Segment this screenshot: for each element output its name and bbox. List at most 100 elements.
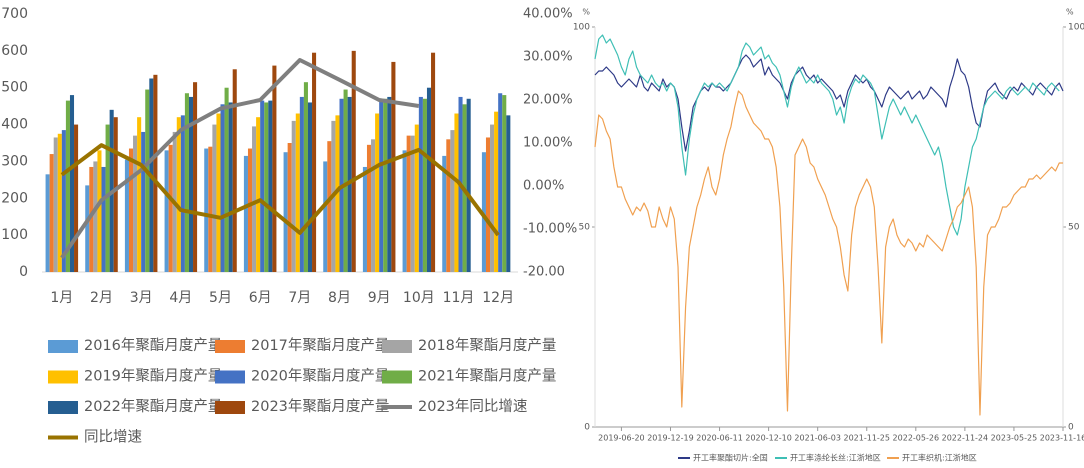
legend-label: 开工率涤纶长丝:江浙地区: [790, 453, 881, 463]
line: [60, 143, 500, 237]
bar: [387, 96, 392, 272]
bar: [180, 115, 185, 272]
legend-label: 开工率织机:江浙地区: [902, 453, 977, 463]
bar: [312, 52, 317, 273]
bar: [65, 100, 70, 272]
y-tick-label: 500: [1, 80, 28, 96]
bar: [93, 161, 98, 272]
bar: [327, 141, 332, 272]
y2-tick-label: 30.00%: [523, 50, 573, 65]
legend-label: 2018年聚酯月度产量: [418, 337, 556, 354]
y2-tick-label: 20.00%: [523, 93, 573, 108]
bar: [283, 152, 288, 272]
bar: [303, 82, 308, 272]
bar: [145, 89, 150, 272]
bar: [69, 95, 75, 272]
x-tick-label: 9月: [368, 290, 391, 306]
bar: [506, 115, 511, 272]
y-tick-label: 0: [584, 423, 590, 433]
bar: [164, 150, 169, 272]
bar: [243, 155, 248, 272]
bar: [371, 139, 376, 272]
bar: [228, 102, 233, 272]
y2-tick-label: 10.00%: [523, 136, 573, 151]
x-tick-label: 2021-06-03: [794, 434, 841, 443]
bar: [450, 130, 455, 272]
bar: [204, 148, 209, 272]
bar: [256, 117, 261, 272]
bar: [220, 104, 225, 272]
x-tick-label: 8月: [328, 290, 351, 306]
legend-swatch: [382, 340, 412, 353]
legend-swatch: [48, 401, 78, 414]
bar: [97, 150, 102, 272]
legend-label: 同比增速: [84, 429, 142, 446]
y-tick-label: 400: [1, 117, 28, 133]
x-tick-label: 2020-12-10: [745, 434, 792, 443]
bar: [57, 133, 62, 272]
y2-unit: %: [1066, 8, 1074, 17]
bar: [418, 96, 423, 272]
bar: [128, 148, 134, 272]
bar: [247, 148, 253, 272]
bar: [366, 144, 372, 272]
bar: [193, 82, 198, 272]
bar: [45, 174, 50, 272]
y-tick-label: 600: [1, 43, 28, 59]
x-tick-label: 2023-05-25: [991, 434, 1038, 443]
legend-label: 2019年聚酯月度产量: [84, 368, 222, 385]
legend-swatch: [215, 370, 245, 384]
line: [60, 58, 420, 259]
bar: [272, 65, 277, 272]
bar: [232, 69, 237, 273]
bar: [53, 137, 58, 272]
bar: [454, 113, 459, 272]
bar: [446, 139, 451, 272]
x-tick-label: 2019-12-19: [647, 434, 694, 443]
bar: [89, 166, 94, 272]
y-tick-label: 100: [1, 227, 28, 243]
legend-label: 2023年聚酯月度产量: [251, 398, 389, 415]
y2-tick-label: 0: [1068, 423, 1074, 433]
bar: [291, 120, 296, 272]
legend-swatch: [48, 340, 78, 353]
x-tick-label: 4月: [169, 290, 192, 306]
y2-tick-label: 100: [1068, 23, 1084, 33]
bar: [268, 100, 273, 272]
bar: [188, 96, 194, 272]
x-tick-label: 10月: [403, 290, 435, 306]
line: [594, 90, 1063, 416]
x-tick-label: 2022-05-26: [893, 434, 940, 443]
x-tick-label: 2019-06-20: [598, 434, 645, 443]
bar: [137, 117, 142, 272]
x-tick-label: 3月: [130, 290, 153, 306]
bar: [466, 98, 471, 273]
bar: [287, 143, 292, 272]
bar: [124, 159, 129, 272]
bar: [74, 124, 79, 272]
bar: [307, 102, 313, 272]
bar: [442, 155, 447, 272]
bar: [335, 115, 340, 272]
y2-tick-label: 40.00%: [523, 7, 573, 22]
x-tick-label: 1月: [50, 290, 73, 306]
bar: [105, 124, 110, 272]
bar: [410, 135, 415, 272]
bar: [260, 100, 265, 272]
line: [594, 54, 1064, 152]
bar: [362, 166, 367, 272]
bar: [383, 98, 388, 273]
x-tick-label: 2020-06-11: [696, 434, 743, 443]
x-tick-label: 7月: [288, 290, 311, 306]
x-tick-label: 2023-11-16: [1040, 434, 1084, 443]
bar: [379, 98, 384, 273]
x-tick-label: 2月: [90, 290, 113, 306]
bar: [323, 161, 328, 272]
bar: [113, 117, 118, 272]
y-tick-label: 50: [579, 223, 591, 233]
x-tick-label: 6月: [249, 290, 272, 306]
x-tick-label: 2022-11-24: [942, 434, 989, 443]
bar: [153, 74, 158, 272]
legend-swatch: [215, 340, 245, 353]
